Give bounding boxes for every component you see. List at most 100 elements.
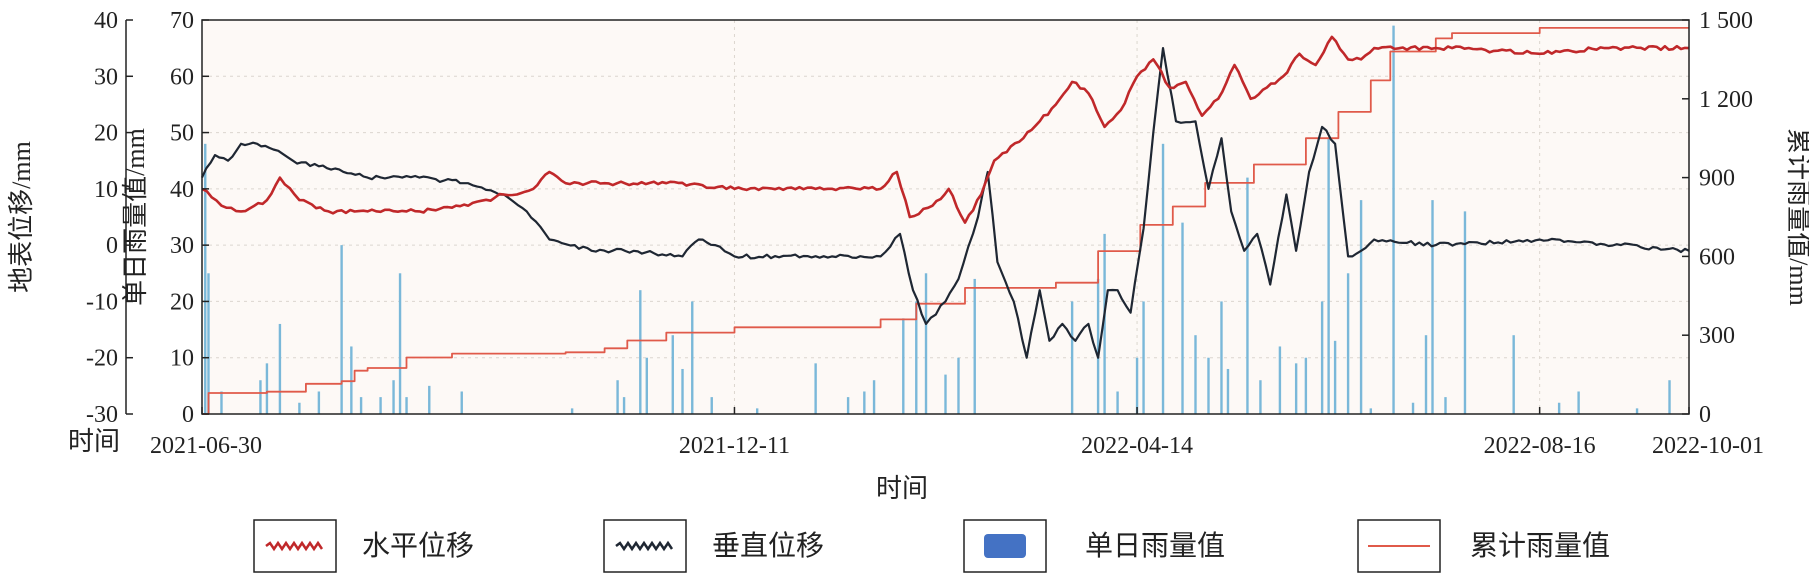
daily-rain-bar bbox=[1070, 301, 1074, 414]
daily-rain-bar bbox=[710, 397, 713, 414]
daily-rain-bar bbox=[428, 385, 431, 414]
legend-label-vertical: 垂直位移 bbox=[712, 530, 824, 562]
daily-rain-bar bbox=[379, 397, 382, 414]
daily-rain-bar bbox=[1411, 402, 1415, 414]
daily-rain-bar bbox=[1304, 357, 1308, 414]
x-tick-label: 2022-08-16 bbox=[1484, 433, 1596, 459]
y1-tick-label: -30 bbox=[86, 402, 118, 428]
daily-rain-bar bbox=[1294, 363, 1298, 414]
legend-box-cumulative bbox=[1357, 519, 1441, 573]
legend-swatch-horizontal bbox=[265, 540, 324, 552]
legend-label-cumulative: 累计雨量值 bbox=[1470, 530, 1610, 562]
daily-rain-bar bbox=[1359, 200, 1363, 414]
y1-tick-label: 30 bbox=[94, 64, 118, 90]
daily-rain-bar bbox=[1512, 335, 1515, 414]
daily-rain-bar bbox=[616, 380, 619, 414]
legend-box-vertical bbox=[603, 519, 687, 573]
daily-rain-bar bbox=[622, 397, 626, 414]
daily-rain-bar bbox=[1103, 233, 1106, 414]
daily-rain-bar bbox=[814, 363, 817, 414]
daily-rain-bar bbox=[645, 357, 649, 414]
daily-rain-bar bbox=[1142, 301, 1145, 414]
legend: 水平位移 垂直位移 单日雨量值 累计雨量值 bbox=[253, 519, 1610, 573]
daily-rain-bar bbox=[863, 391, 866, 414]
daily-rain-bar bbox=[350, 346, 353, 414]
y1-tick-label: 0 bbox=[106, 233, 118, 259]
legend-label-horizontal: 水平位移 bbox=[362, 530, 474, 562]
y2-ticks: 70 60 50 40 30 20 10 0 bbox=[170, 8, 209, 428]
daily-rain-bar bbox=[1226, 368, 1230, 414]
daily-rain-bar bbox=[570, 408, 574, 414]
plot-frame bbox=[201, 19, 1690, 415]
y2-tick-label: 30 bbox=[170, 233, 194, 259]
x-tick-label: 2021-06-30 bbox=[150, 433, 262, 459]
y1-tick-label: 40 bbox=[94, 8, 118, 34]
daily-rain-bar bbox=[639, 290, 642, 414]
daily-rain-bar bbox=[1220, 301, 1223, 414]
daily-rain-bar bbox=[1392, 25, 1395, 414]
x-tick-label: 2021-12-11 bbox=[679, 433, 790, 459]
daily-rain-bar bbox=[259, 380, 262, 414]
daily-rain-bar bbox=[1431, 200, 1434, 414]
daily-rain-bar bbox=[1259, 380, 1262, 414]
daily-rain-bar bbox=[265, 363, 269, 414]
y1-tick-label: 10 bbox=[94, 177, 118, 203]
daily-rain-bar bbox=[1194, 335, 1197, 414]
daily-rain-bar bbox=[207, 273, 210, 414]
daily-rain-bar bbox=[691, 301, 694, 414]
series-line bbox=[202, 27, 1689, 415]
daily-rain-bar bbox=[220, 391, 223, 414]
daily-rain-bar bbox=[1278, 346, 1282, 414]
series-line bbox=[201, 47, 1690, 359]
series-line bbox=[201, 35, 1690, 224]
daily-rain-bar bbox=[1557, 402, 1561, 414]
daily-rain-bar bbox=[957, 357, 960, 414]
daily-rain-bar bbox=[944, 374, 947, 414]
x-tick-label: 2022-10-01 bbox=[1652, 433, 1764, 459]
daily-rain-bar bbox=[1369, 408, 1373, 414]
daily-rain-bar bbox=[1463, 211, 1467, 414]
daily-rain-bar bbox=[1246, 177, 1249, 414]
daily-rain-bar bbox=[1135, 357, 1139, 414]
y3-tick-label: 900 bbox=[1699, 166, 1735, 192]
daily-rain-bar bbox=[915, 301, 918, 414]
y2-axis-label: 单日雨量值/mm bbox=[121, 128, 150, 306]
y3-axis-label: 累计雨量值/mm bbox=[1784, 128, 1809, 306]
y1-axis-label: 地表位移/mm bbox=[7, 141, 36, 293]
y3-tick-label: 1 500 bbox=[1699, 8, 1753, 34]
legend-box-horizontal bbox=[253, 519, 337, 573]
daily-rain-bar bbox=[298, 402, 301, 414]
daily-rain-bar bbox=[1320, 301, 1324, 414]
plot-area bbox=[202, 20, 1689, 414]
y2-tick-label: 50 bbox=[170, 121, 194, 147]
daily-rain-bar bbox=[671, 335, 674, 414]
y2-tick-label: 70 bbox=[170, 8, 194, 34]
daily-rain-bar bbox=[1207, 357, 1210, 414]
y2-tick-label: 60 bbox=[170, 64, 194, 90]
daily-rain-bar bbox=[924, 273, 928, 414]
y3-tick-label: 600 bbox=[1699, 244, 1735, 270]
daily-rain-bar bbox=[359, 397, 363, 414]
x-tick-label: 2022-04-14 bbox=[1081, 433, 1193, 459]
y1-tick-label: 20 bbox=[94, 121, 118, 147]
y1-tick-label: -20 bbox=[86, 346, 118, 372]
daily-rain-bar bbox=[317, 391, 321, 414]
y3-tick-label: 300 bbox=[1699, 323, 1735, 349]
daily-rain-bar bbox=[902, 318, 905, 414]
daily-rain-bar bbox=[681, 368, 684, 414]
x-axis-label: 时间 bbox=[876, 474, 928, 503]
series-lines bbox=[201, 27, 1690, 415]
daily-rain-bar bbox=[278, 323, 282, 414]
y3-tick-label: 1 200 bbox=[1699, 87, 1753, 113]
daily-rain-bar bbox=[973, 278, 976, 414]
y3-tick-label: 0 bbox=[1699, 402, 1711, 428]
daily-rain-bar bbox=[1333, 340, 1337, 414]
daily-rain-bar bbox=[405, 397, 408, 414]
daily-rain-bar bbox=[204, 143, 207, 415]
daily-rain-bar bbox=[1327, 138, 1330, 414]
daily-rain-bar bbox=[460, 391, 463, 414]
daily-rain-bar bbox=[1161, 143, 1165, 415]
daily-rain-bars bbox=[204, 25, 1671, 415]
daily-rain-bar bbox=[755, 408, 759, 414]
